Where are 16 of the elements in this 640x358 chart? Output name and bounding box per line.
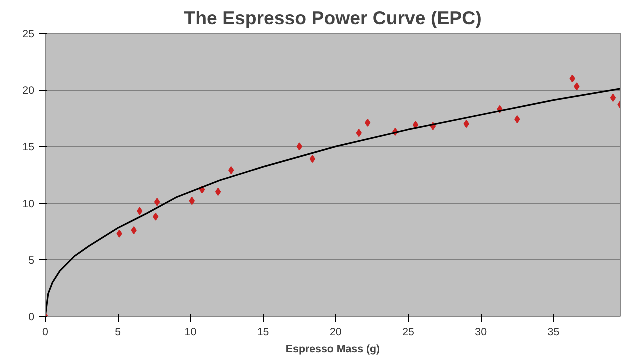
- x-tick-label: 0: [42, 326, 49, 338]
- y-tick-label: 5: [28, 254, 35, 267]
- y-tick-label: 15: [22, 142, 35, 154]
- y-tick-label: 20: [22, 85, 35, 98]
- x-tick-label: 5: [115, 326, 122, 338]
- y-tick-label: 0: [28, 312, 35, 324]
- y-tick-label: 25: [22, 28, 35, 40]
- x-tick-label: 10: [184, 326, 197, 338]
- x-tick-label: 25: [402, 326, 415, 338]
- x-tick-label: 20: [330, 326, 342, 338]
- y-tick-label: 10: [22, 198, 35, 210]
- x-tick-label: 35: [548, 326, 560, 338]
- chart-title: The Espresso Power Curve (EPC): [184, 8, 482, 28]
- x-tick-label: 30: [475, 326, 488, 338]
- x-axis-title: Espresso Mass (g): [286, 344, 381, 356]
- x-tick-label: 15: [257, 326, 270, 338]
